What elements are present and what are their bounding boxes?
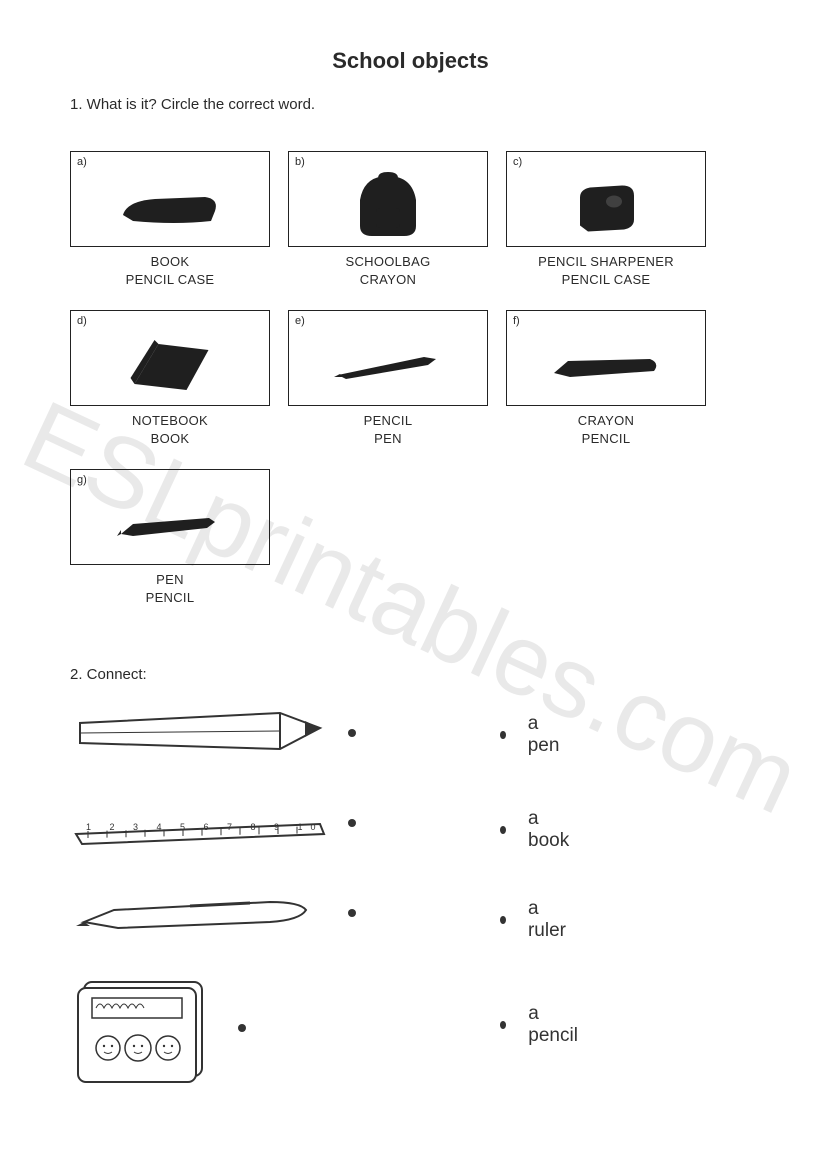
connect-right-item: a ruler	[500, 898, 568, 942]
connect-right-item: a pen	[500, 713, 562, 757]
connect-left-item	[70, 703, 356, 763]
grid-cell: b) SCHOOLBAGCRAYON	[288, 151, 488, 288]
connect-area: 1 2 3 4 5 6 7 8 9 10 11 12 a	[70, 703, 821, 1083]
grid-cell: f) CRAYONPENCIL	[506, 310, 706, 447]
grid-cell: a) BOOKPENCIL CASE	[70, 151, 270, 288]
options-text: PENCIL SHARPENERPENCIL CASE	[538, 253, 674, 288]
options-text: CRAYONPENCIL	[578, 412, 634, 447]
connect-label: a pen	[528, 713, 562, 757]
cell-letter: d)	[77, 315, 87, 327]
options-text: SCHOOLBAGCRAYON	[345, 253, 430, 288]
connect-dot-right	[500, 826, 506, 834]
exercise-1-instruction: 1. What is it? Circle the correct word.	[70, 96, 821, 113]
options-text: BOOKPENCIL CASE	[126, 253, 215, 288]
connect-label: a book	[528, 808, 571, 852]
grid-cell: e) PENCILPEN	[288, 310, 488, 447]
exercise-1-grid: a) BOOKPENCIL CASE b) SCHOOLBAGCRAYON c)…	[70, 151, 710, 606]
exercise-2: 2. Connect: 1 2 3 4 5 6 7 8 9 10 11 12	[70, 666, 821, 1083]
connect-dot-right	[500, 731, 506, 739]
grid-cell: g) PENPENCIL	[70, 469, 270, 606]
connect-dot-right	[500, 916, 506, 924]
connect-right-item: a book	[500, 808, 571, 852]
connect-label: a ruler	[528, 898, 568, 942]
svg-text:1 2 3 4 5 6 7 8 9 10 11 12: 1 2 3 4 5 6 7 8 9 10 11 12	[86, 822, 330, 832]
connect-dot-right	[500, 1021, 506, 1029]
image-box: e)	[288, 310, 488, 406]
options-text: NOTEBOOKBOOK	[132, 412, 208, 447]
cell-letter: a)	[77, 156, 87, 168]
exercise-2-instruction: 2. Connect:	[70, 666, 821, 683]
cell-letter: c)	[513, 156, 522, 168]
grid-cell: d) NOTEBOOKBOOK	[70, 310, 270, 447]
options-text: PENPENCIL	[146, 571, 195, 606]
image-box: b)	[288, 151, 488, 247]
connect-label: a pencil	[528, 1003, 579, 1047]
connect-dot-left	[348, 819, 356, 827]
connect-dot-left	[238, 1024, 246, 1032]
cell-letter: e)	[295, 315, 305, 327]
cell-letter: b)	[295, 156, 305, 168]
cell-letter: f)	[513, 315, 520, 327]
image-box: d)	[70, 310, 270, 406]
connect-left-item: 1 2 3 4 5 6 7 8 9 10 11 12	[70, 798, 356, 848]
grid-cell: c) PENCIL SHARPENERPENCIL CASE	[506, 151, 706, 288]
image-box: g)	[70, 469, 270, 565]
image-box: c)	[506, 151, 706, 247]
connect-left-item	[70, 968, 246, 1088]
connect-right-item: a pencil	[500, 1003, 580, 1047]
connect-left-item	[70, 888, 356, 938]
cell-letter: g)	[77, 474, 87, 486]
worksheet-page: ESLprintables.com School objects 1. What…	[0, 0, 821, 1169]
options-text: PENCILPEN	[364, 412, 413, 447]
image-box: a)	[70, 151, 270, 247]
connect-dot-left	[348, 909, 356, 917]
image-box: f)	[506, 310, 706, 406]
page-title: School objects	[0, 0, 821, 74]
connect-dot-left	[348, 729, 356, 737]
